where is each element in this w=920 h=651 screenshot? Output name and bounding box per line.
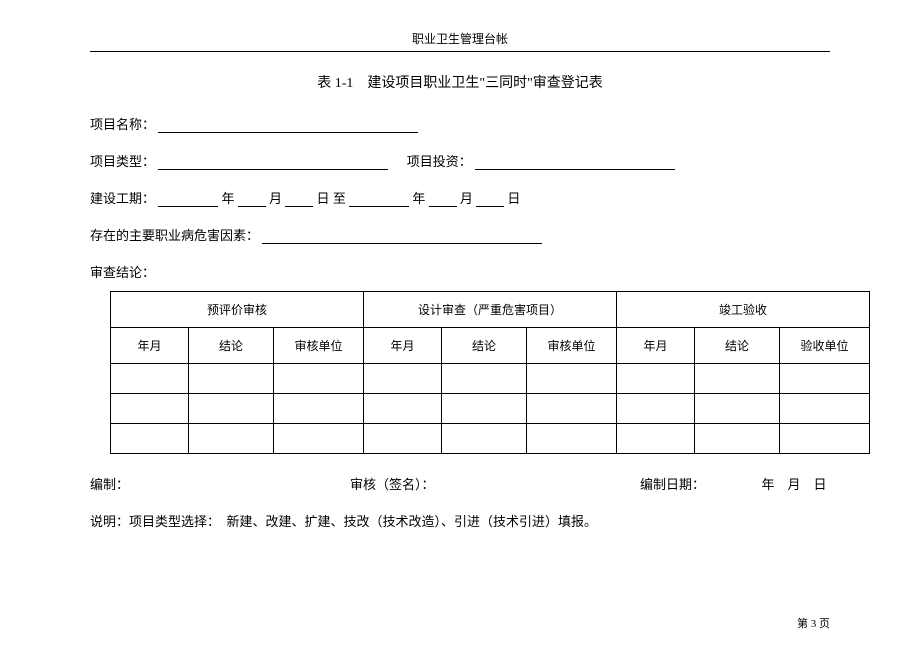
- label-project-name: 项目名称：: [90, 117, 155, 132]
- sub-header-6: 年月: [617, 328, 695, 364]
- label-project-invest: 项目投资：: [407, 154, 472, 169]
- table-cell[interactable]: [274, 364, 364, 394]
- field-end-month[interactable]: [429, 191, 457, 207]
- label-month-2: 月: [460, 191, 473, 206]
- review-table: 预评价审核设计审查（严重危害项目）竣工验收 年月结论审核单位年月结论审核单位年月…: [110, 291, 870, 454]
- table-cell[interactable]: [617, 424, 695, 454]
- sub-header-0: 年月: [111, 328, 189, 364]
- table-cell[interactable]: [695, 394, 780, 424]
- table-cell[interactable]: [695, 424, 780, 454]
- row-build-period: 建设工期： 年 月 日 至 年 月 日: [90, 188, 830, 207]
- table-cell[interactable]: [527, 424, 617, 454]
- page-number: 第 3 页: [797, 615, 830, 631]
- table-cell[interactable]: [617, 364, 695, 394]
- sub-header-4: 结论: [442, 328, 527, 364]
- field-end-year[interactable]: [349, 191, 409, 207]
- label-to: 至: [333, 191, 346, 206]
- field-project-invest[interactable]: [475, 154, 675, 170]
- field-start-year[interactable]: [158, 191, 218, 207]
- row-project-type: 项目类型： 项目投资：: [90, 151, 830, 170]
- label-build-period: 建设工期：: [90, 191, 155, 206]
- sub-header-5: 审核单位: [527, 328, 617, 364]
- table-row: [111, 424, 870, 454]
- table-row: [111, 364, 870, 394]
- group-header-0: 预评价审核: [111, 292, 364, 328]
- label-year-1: 年: [222, 191, 235, 206]
- label-compile-date: 编制日期：: [640, 477, 705, 492]
- label-hazard-factors: 存在的主要职业病危害因素：: [90, 228, 259, 243]
- table-cell[interactable]: [274, 424, 364, 454]
- label-project-type: 项目类型：: [90, 154, 155, 169]
- field-project-type[interactable]: [158, 154, 388, 170]
- label-compiler: 编制：: [90, 474, 350, 493]
- table-cell[interactable]: [780, 394, 870, 424]
- label-year-2: 年: [412, 191, 425, 206]
- sub-header-3: 年月: [364, 328, 442, 364]
- table-cell[interactable]: [364, 424, 442, 454]
- sub-header-7: 结论: [695, 328, 780, 364]
- table-cell[interactable]: [364, 364, 442, 394]
- table-cell[interactable]: [527, 364, 617, 394]
- page-header: 职业卫生管理台帐: [90, 30, 830, 52]
- table-cell[interactable]: [111, 394, 189, 424]
- table-cell[interactable]: [527, 394, 617, 424]
- label-reviewer: 审核（签名）：: [350, 474, 640, 493]
- form-title: 表 1-1 建设项目职业卫生"三同时"审查登记表: [90, 72, 830, 92]
- table-cell[interactable]: [780, 364, 870, 394]
- table-cell[interactable]: [189, 424, 274, 454]
- field-start-day[interactable]: [285, 191, 313, 207]
- table-cell[interactable]: [617, 394, 695, 424]
- row-project-name: 项目名称：: [90, 114, 830, 133]
- table-cell[interactable]: [442, 364, 527, 394]
- table-cell[interactable]: [442, 424, 527, 454]
- table-cell[interactable]: [274, 394, 364, 424]
- row-hazard-factors: 存在的主要职业病危害因素：: [90, 225, 830, 244]
- field-hazard-factors[interactable]: [262, 228, 542, 244]
- row-signatures: 编制： 审核（签名）： 编制日期： 年 月 日: [90, 474, 830, 493]
- label-conclusion: 审查结论：: [90, 262, 830, 281]
- label-day-2: 日: [507, 191, 520, 206]
- label-month-1: 月: [269, 191, 282, 206]
- sub-header-2: 审核单位: [274, 328, 364, 364]
- table-cell[interactable]: [364, 394, 442, 424]
- table-row: [111, 394, 870, 424]
- field-end-day[interactable]: [476, 191, 504, 207]
- table-cell[interactable]: [111, 364, 189, 394]
- table-cell[interactable]: [780, 424, 870, 454]
- sub-header-1: 结论: [189, 328, 274, 364]
- table-cell[interactable]: [189, 364, 274, 394]
- table-cell[interactable]: [442, 394, 527, 424]
- table-cell[interactable]: [189, 394, 274, 424]
- group-header-2: 竣工验收: [617, 292, 870, 328]
- field-project-name[interactable]: [158, 117, 418, 133]
- note-text: 说明：项目类型选择： 新建、改建、扩建、技改（技术改造）、引进（技术引进）填报。: [90, 511, 830, 530]
- field-start-month[interactable]: [238, 191, 266, 207]
- label-date-suffix: 年 月 日: [762, 477, 827, 492]
- label-day-1: 日: [317, 191, 330, 206]
- table-cell[interactable]: [695, 364, 780, 394]
- table-cell[interactable]: [111, 424, 189, 454]
- group-header-1: 设计审查（严重危害项目）: [364, 292, 617, 328]
- sub-header-8: 验收单位: [780, 328, 870, 364]
